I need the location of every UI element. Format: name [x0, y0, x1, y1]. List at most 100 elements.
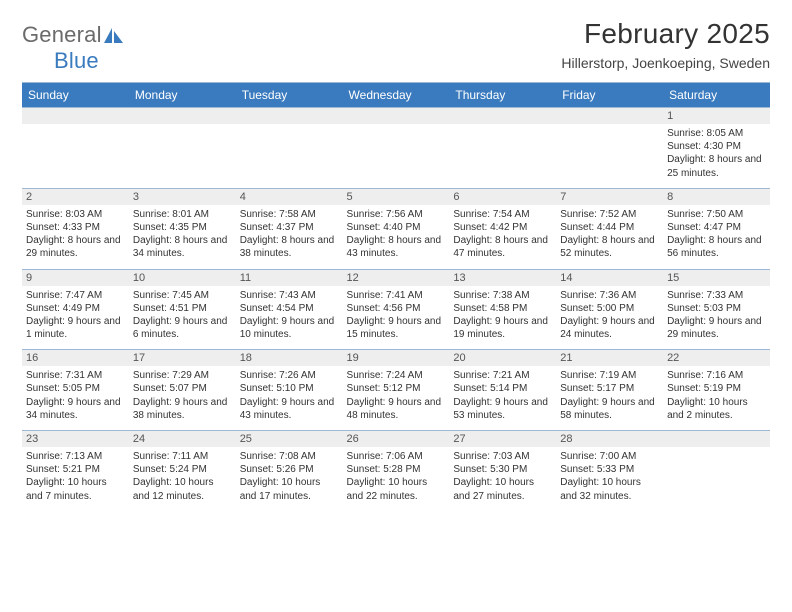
- day-text: Sunrise: 7:38 AMSunset: 4:58 PMDaylight:…: [449, 286, 556, 350]
- day-number: 5: [343, 188, 450, 205]
- day-text: [22, 124, 129, 188]
- day-text: Sunrise: 7:26 AMSunset: 5:10 PMDaylight:…: [236, 366, 343, 430]
- day-number-row: 1: [22, 108, 770, 125]
- brand-text: General Blue: [22, 22, 125, 74]
- day-number: 26: [343, 431, 450, 448]
- day-text: Sunrise: 7:19 AMSunset: 5:17 PMDaylight:…: [556, 366, 663, 430]
- day-number: 1: [663, 108, 770, 125]
- day-text-row: Sunrise: 7:47 AMSunset: 4:49 PMDaylight:…: [22, 286, 770, 350]
- day-number: 6: [449, 188, 556, 205]
- day-text: Sunrise: 7:16 AMSunset: 5:19 PMDaylight:…: [663, 366, 770, 430]
- day-text: Sunrise: 7:54 AMSunset: 4:42 PMDaylight:…: [449, 205, 556, 269]
- day-text-row: Sunrise: 7:13 AMSunset: 5:21 PMDaylight:…: [22, 447, 770, 511]
- day-number: 7: [556, 188, 663, 205]
- day-number: 23: [22, 431, 129, 448]
- day-text: Sunrise: 7:47 AMSunset: 4:49 PMDaylight:…: [22, 286, 129, 350]
- day-number: [663, 431, 770, 448]
- day-text: Sunrise: 7:36 AMSunset: 5:00 PMDaylight:…: [556, 286, 663, 350]
- day-number: 25: [236, 431, 343, 448]
- day-number: 11: [236, 269, 343, 286]
- day-number: 20: [449, 350, 556, 367]
- day-number: [129, 108, 236, 125]
- day-text: Sunrise: 7:00 AMSunset: 5:33 PMDaylight:…: [556, 447, 663, 511]
- page-title: February 2025: [561, 18, 770, 50]
- brand-logo: General Blue: [22, 18, 125, 74]
- day-text: Sunrise: 7:45 AMSunset: 4:51 PMDaylight:…: [129, 286, 236, 350]
- day-number: 16: [22, 350, 129, 367]
- day-text: Sunrise: 7:08 AMSunset: 5:26 PMDaylight:…: [236, 447, 343, 511]
- day-number-row: 16171819202122: [22, 350, 770, 367]
- day-text: Sunrise: 7:41 AMSunset: 4:56 PMDaylight:…: [343, 286, 450, 350]
- day-number: 12: [343, 269, 450, 286]
- day-number: 18: [236, 350, 343, 367]
- day-number: 28: [556, 431, 663, 448]
- weekday-header: Monday: [129, 83, 236, 108]
- calendar-page: General Blue February 2025 Hillerstorp, …: [0, 0, 792, 521]
- day-number: [556, 108, 663, 125]
- day-number: 21: [556, 350, 663, 367]
- day-text: Sunrise: 7:31 AMSunset: 5:05 PMDaylight:…: [22, 366, 129, 430]
- day-number: 19: [343, 350, 450, 367]
- day-text: Sunrise: 7:43 AMSunset: 4:54 PMDaylight:…: [236, 286, 343, 350]
- day-number: 27: [449, 431, 556, 448]
- day-text: Sunrise: 7:50 AMSunset: 4:47 PMDaylight:…: [663, 205, 770, 269]
- day-number-row: 9101112131415: [22, 269, 770, 286]
- day-text: Sunrise: 7:06 AMSunset: 5:28 PMDaylight:…: [343, 447, 450, 511]
- day-number: [22, 108, 129, 125]
- day-text: [129, 124, 236, 188]
- sail-icon: [104, 28, 124, 44]
- day-number: 9: [22, 269, 129, 286]
- day-number: 10: [129, 269, 236, 286]
- day-number: 15: [663, 269, 770, 286]
- day-number: 4: [236, 188, 343, 205]
- day-text: Sunrise: 7:13 AMSunset: 5:21 PMDaylight:…: [22, 447, 129, 511]
- day-number: 8: [663, 188, 770, 205]
- day-number: 17: [129, 350, 236, 367]
- day-text-row: Sunrise: 8:03 AMSunset: 4:33 PMDaylight:…: [22, 205, 770, 269]
- brand-text-2: Blue: [54, 48, 99, 73]
- day-text: [236, 124, 343, 188]
- day-number: 13: [449, 269, 556, 286]
- day-number: 14: [556, 269, 663, 286]
- weekday-header: Saturday: [663, 83, 770, 108]
- day-number: [343, 108, 450, 125]
- day-number: 22: [663, 350, 770, 367]
- day-text: Sunrise: 8:05 AMSunset: 4:30 PMDaylight:…: [663, 124, 770, 188]
- day-number-row: 232425262728: [22, 431, 770, 448]
- day-number: 2: [22, 188, 129, 205]
- weekday-header: Friday: [556, 83, 663, 108]
- day-text: Sunrise: 7:33 AMSunset: 5:03 PMDaylight:…: [663, 286, 770, 350]
- calendar-table: Sunday Monday Tuesday Wednesday Thursday…: [22, 83, 770, 511]
- weekday-header: Wednesday: [343, 83, 450, 108]
- title-block: February 2025 Hillerstorp, Joenkoeping, …: [561, 18, 770, 71]
- day-text: [343, 124, 450, 188]
- day-number: [236, 108, 343, 125]
- day-text: Sunrise: 7:29 AMSunset: 5:07 PMDaylight:…: [129, 366, 236, 430]
- day-text: Sunrise: 7:11 AMSunset: 5:24 PMDaylight:…: [129, 447, 236, 511]
- weekday-header: Tuesday: [236, 83, 343, 108]
- day-text-row: Sunrise: 7:31 AMSunset: 5:05 PMDaylight:…: [22, 366, 770, 430]
- day-number-row: 2345678: [22, 188, 770, 205]
- day-text: Sunrise: 7:56 AMSunset: 4:40 PMDaylight:…: [343, 205, 450, 269]
- day-text: Sunrise: 7:03 AMSunset: 5:30 PMDaylight:…: [449, 447, 556, 511]
- day-text: [663, 447, 770, 511]
- day-number: 3: [129, 188, 236, 205]
- weekday-header: Sunday: [22, 83, 129, 108]
- day-text: Sunrise: 7:21 AMSunset: 5:14 PMDaylight:…: [449, 366, 556, 430]
- day-text: Sunrise: 7:52 AMSunset: 4:44 PMDaylight:…: [556, 205, 663, 269]
- day-text: [556, 124, 663, 188]
- day-text: Sunrise: 7:24 AMSunset: 5:12 PMDaylight:…: [343, 366, 450, 430]
- day-text: Sunrise: 8:01 AMSunset: 4:35 PMDaylight:…: [129, 205, 236, 269]
- weekday-header-row: Sunday Monday Tuesday Wednesday Thursday…: [22, 83, 770, 108]
- header: General Blue February 2025 Hillerstorp, …: [22, 18, 770, 74]
- brand-text-1: General: [22, 22, 102, 47]
- day-number: [449, 108, 556, 125]
- day-number: 24: [129, 431, 236, 448]
- day-text-row: Sunrise: 8:05 AMSunset: 4:30 PMDaylight:…: [22, 124, 770, 188]
- weekday-header: Thursday: [449, 83, 556, 108]
- day-text: Sunrise: 7:58 AMSunset: 4:37 PMDaylight:…: [236, 205, 343, 269]
- day-text: Sunrise: 8:03 AMSunset: 4:33 PMDaylight:…: [22, 205, 129, 269]
- calendar-body: 1Sunrise: 8:05 AMSunset: 4:30 PMDaylight…: [22, 108, 770, 511]
- location-subtitle: Hillerstorp, Joenkoeping, Sweden: [561, 55, 770, 71]
- day-text: [449, 124, 556, 188]
